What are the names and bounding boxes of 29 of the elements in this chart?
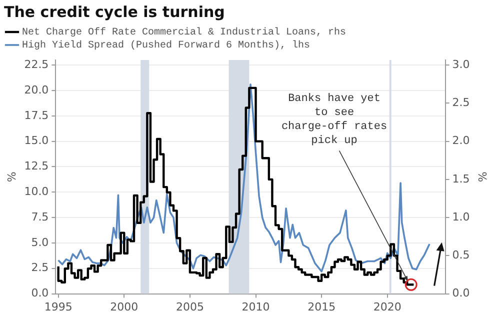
x-tick-label: 2005 <box>176 300 204 314</box>
x-tick-label: 2000 <box>110 300 138 314</box>
y-tick-label: 12.5 <box>24 160 49 173</box>
y-axis-title: % <box>5 172 18 182</box>
y-tick-label: 15.0 <box>24 134 49 148</box>
y2-tick-label: 3.0 <box>452 58 470 71</box>
y-tick-label: 10.0 <box>24 185 49 198</box>
y-tick-label: 22.5 <box>24 58 49 71</box>
y2-axis-title: % <box>476 172 489 182</box>
y-tick-label: 0.0 <box>31 286 49 300</box>
y2-tick-label: 2.0 <box>452 134 470 148</box>
legend-label: High Yield Spread (Pushed Forward 6 Months), lhs <box>22 40 310 52</box>
x-tick-label: 2020 <box>373 300 402 314</box>
x-tick-label: 2010 <box>242 300 270 314</box>
y-tick-label: 2.5 <box>31 261 49 274</box>
y2-tick-label: 0.0 <box>452 286 470 300</box>
annotation: Banks have yet to see charge-off rates pick up <box>281 93 388 148</box>
y-tick-label: 17.5 <box>24 108 49 122</box>
y-tick-label: 20.0 <box>24 83 49 96</box>
y-tick-label: 7.5 <box>31 210 49 224</box>
x-tick-label: 2015 <box>308 300 336 314</box>
y2-tick-label: 2.5 <box>452 96 470 110</box>
y-tick-label: 5.0 <box>31 236 49 249</box>
y2-tick-label: 1.0 <box>452 210 470 224</box>
chart-title: The credit cycle is turning <box>4 2 225 21</box>
y2-tick-label: 0.5 <box>452 248 470 262</box>
y2-tick-label: 1.5 <box>452 172 470 186</box>
x-tick-label: 1995 <box>44 300 72 314</box>
legend-label: Net Charge Off Rate Commercial & Industrial Loans, rhs <box>22 26 346 39</box>
